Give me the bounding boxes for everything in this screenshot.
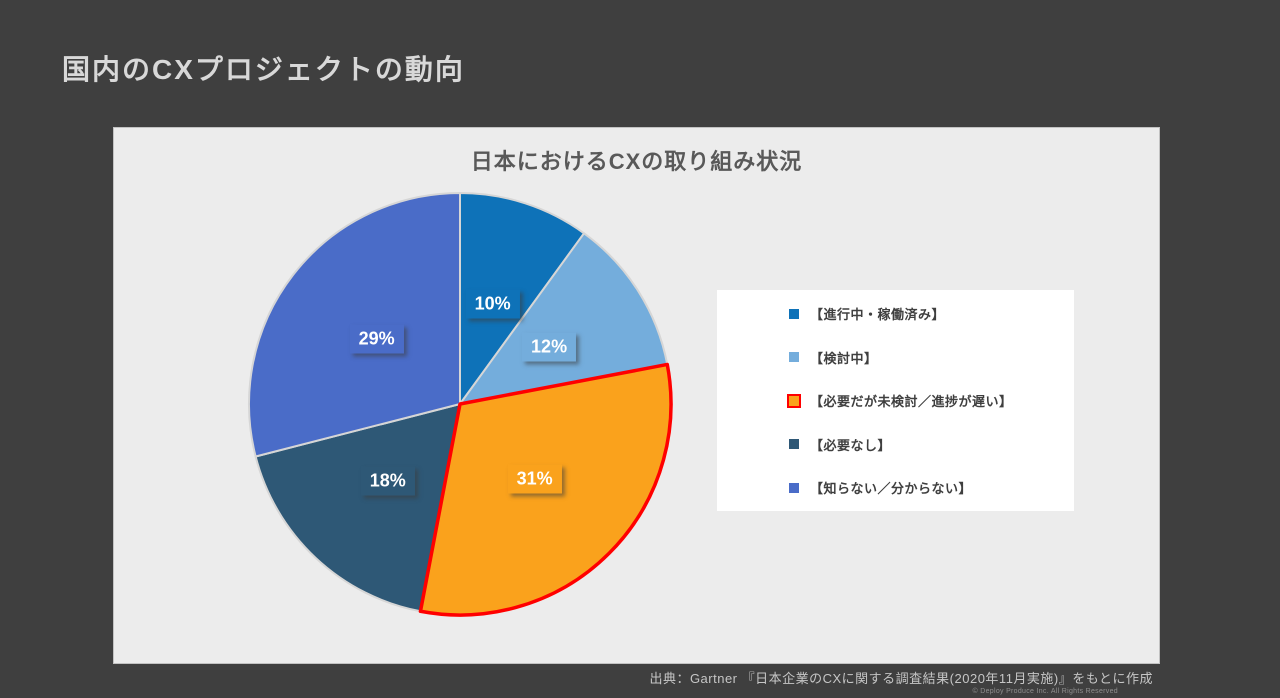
chart-panel: 日本におけるCXの取り組み状況 10% 12% 31% 18% 29% 【進行中・稼働済… [113, 127, 1160, 664]
legend-marker-icon [789, 439, 799, 449]
pie-chart: 10% 12% 31% 18% 29% [240, 184, 680, 624]
legend-item-3[interactable]: 【必要だが未検討／進捗が遅い】 [787, 391, 1074, 410]
legend-label: 【必要だが未検討／進捗が遅い】 [810, 394, 1013, 409]
legend-marker-icon [789, 352, 799, 362]
page-title: 国内のCXプロジェクトの動向 [62, 54, 465, 85]
pie-data-label-2: 12% [522, 332, 577, 362]
pie-data-label-5: 29% [349, 324, 404, 354]
legend-item-1[interactable]: 【進行中・稼働済み】 [789, 304, 1074, 323]
pie-data-label-3: 31% [507, 464, 562, 494]
pie-slice-5[interactable] [248, 192, 461, 458]
legend-label: 【進行中・稼働済み】 [810, 307, 946, 322]
chart-title: 日本におけるCXの取り組み状況 [470, 149, 803, 174]
chart-legend: 【進行中・稼働済み】 【検討中】【必要だが未検討／進捗が遅い】 【必要なし】【知らな… [717, 290, 1074, 511]
pie-data-label-1: 10% [465, 289, 520, 319]
pie-slice-4[interactable] [254, 403, 461, 613]
pie-slice-2[interactable] [459, 232, 669, 405]
legend-marker-icon [789, 482, 799, 493]
pie-slice-1[interactable] [459, 192, 586, 405]
legend-label: 【検討中】 [810, 350, 878, 366]
legend-item-2[interactable]: 【検討中】 [789, 348, 1074, 367]
legend-marker-icon [789, 308, 799, 319]
legend-item-4[interactable]: 【必要なし】 [789, 435, 1074, 454]
pie-data-label-4: 18% [360, 466, 415, 496]
copyright-text: © Deploy Produce Inc. All Rights Reserve… [972, 688, 1118, 695]
legend-label: 【知らない／分からない】 [810, 481, 973, 496]
legend-item-5[interactable]: 【知らない／分からない】 [789, 478, 1074, 497]
legend-label: 【必要なし】 [810, 437, 892, 453]
pie-svg [248, 192, 673, 617]
legend-marker-icon [787, 393, 801, 408]
source-citation: 出典：Gartner 『日本企業のCXに関する調査結果(2020年11月実施)』… [649, 671, 1153, 686]
